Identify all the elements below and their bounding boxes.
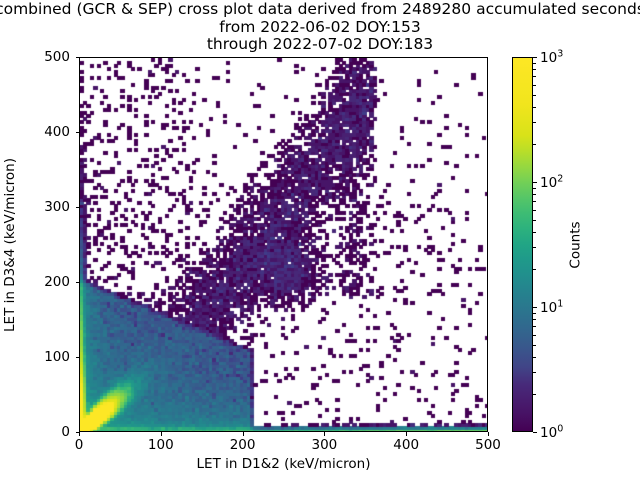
x-tick-label: 300: [311, 437, 338, 453]
colorbar-minor-tick: [533, 394, 536, 396]
colorbar-minor-tick: [533, 219, 536, 221]
x-tick-mark: [406, 432, 408, 436]
x-tick-mark: [488, 432, 489, 436]
y-tick-mark: [75, 357, 79, 358]
colorbar-minor-tick: [533, 76, 536, 78]
colorbar-tick-label: 100: [540, 423, 564, 441]
colorbar-minor-tick: [533, 319, 536, 321]
colorbar-minor-tick: [533, 356, 536, 358]
x-tick-mark: [324, 432, 326, 436]
x-tick-label: 100: [147, 437, 174, 453]
colorbar-minor-tick: [533, 122, 536, 124]
colorbar-minor-tick: [533, 201, 536, 203]
y-tick-label: 100: [44, 349, 70, 365]
colorbar-tick-label: 101: [540, 298, 564, 316]
plot-area: [79, 57, 488, 432]
figure-title: combined (GCR & SEP) cross plot data der…: [0, 0, 640, 54]
colorbar-minor-tick: [533, 247, 536, 249]
colorbar-minor-tick: [533, 326, 536, 328]
colorbar-tick-mark: [533, 57, 537, 58]
y-tick-label: 0: [61, 424, 70, 440]
y-tick-mark: [75, 207, 79, 208]
figure-title-line-1: combined (GCR & SEP) cross plot data der…: [0, 0, 640, 18]
scatter-density-canvas: [80, 58, 487, 431]
colorbar-title: Counts: [566, 57, 586, 432]
y-axis-label-text: LET in D3&4 (keV/micron): [2, 157, 18, 332]
colorbar-tick-label: 103: [540, 48, 564, 66]
x-tick-mark: [160, 432, 162, 436]
x-tick-mark: [242, 432, 244, 436]
x-axis-label: LET in D1&2 (keV/micron): [196, 456, 371, 472]
x-tick-label: 400: [393, 437, 420, 453]
x-tick-label: 500: [475, 437, 501, 453]
y-tick-label: 500: [44, 49, 70, 65]
x-tick-label: 200: [229, 437, 256, 453]
x-tick-label: 0: [74, 437, 84, 453]
y-tick-label: 300: [44, 199, 70, 215]
colorbar-minor-tick: [533, 372, 536, 374]
colorbar-minor-tick: [533, 269, 536, 271]
figure-title-line-2: from 2022-06-02 DOY:153: [219, 17, 421, 36]
x-tick-mark: [79, 432, 80, 436]
colorbar-minor-tick: [533, 69, 536, 71]
y-tick-mark: [75, 132, 79, 133]
colorbar-tick-label: 102: [540, 173, 564, 191]
figure-title-line-3: through 2022-07-02 DOY:183: [206, 35, 434, 53]
colorbar-minor-tick: [533, 334, 536, 336]
colorbar-minor-tick: [533, 187, 536, 189]
colorbar-title-text: Counts: [568, 220, 584, 269]
colorbar-minor-tick: [533, 194, 536, 196]
colorbar-minor-tick: [533, 231, 536, 233]
y-axis-label: LET in D3&4 (keV/micron): [0, 57, 20, 432]
colorbar-minor-tick: [533, 344, 536, 346]
colorbar-minor-tick: [533, 144, 536, 146]
y-tick-mark: [75, 282, 79, 283]
colorbar-tick-mark: [533, 182, 537, 183]
colorbar-minor-tick: [533, 106, 536, 108]
y-tick-mark: [75, 57, 79, 58]
y-tick-label: 200: [44, 274, 70, 290]
colorbar-minor-tick: [533, 84, 536, 86]
colorbar-minor-tick: [533, 62, 536, 64]
colorbar-tick-mark: [533, 432, 537, 433]
colorbar-minor-tick: [533, 209, 536, 211]
y-tick-label: 400: [44, 124, 70, 140]
y-tick-mark: [75, 432, 79, 433]
colorbar-tick-mark: [533, 307, 537, 308]
colorbar-minor-tick: [533, 94, 536, 96]
colorbar-minor-tick: [533, 312, 536, 314]
colorbar: [512, 57, 533, 432]
